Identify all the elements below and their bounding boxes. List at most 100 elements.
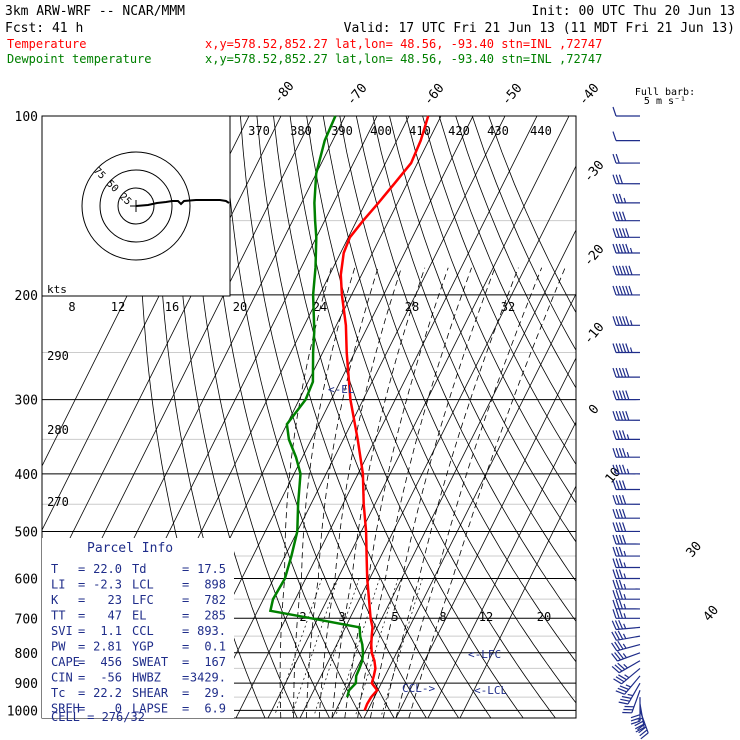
- model-title: 3km ARW-WRF -- NCAR/MMM: [5, 4, 185, 19]
- dry-adiabat: [355, 116, 576, 623]
- wind-barb: [618, 682, 641, 705]
- dry-adiabat: [256, 116, 459, 718]
- wind-barb: [612, 590, 641, 600]
- parcel-eq: =: [78, 655, 85, 669]
- parcel-eq: =: [78, 702, 85, 716]
- parcel-value: 0.1: [204, 640, 226, 654]
- moist-adiabat: [306, 267, 379, 718]
- theta-label: 440: [530, 124, 552, 138]
- pressure-label: 700: [15, 612, 38, 627]
- parcel-key: CIN: [51, 671, 73, 685]
- isotherm-line: [299, 165, 576, 718]
- wind-barb: [637, 710, 649, 740]
- wind-barb: [612, 448, 641, 458]
- isotherm-line: [459, 485, 576, 718]
- theta-label: 430: [487, 124, 509, 138]
- init-time: Init: 00 UTC Thu 20 Jun 13: [532, 4, 736, 19]
- wind-barb: [612, 265, 641, 276]
- moist-adiabat: [344, 267, 449, 718]
- wind-barb: [612, 495, 641, 505]
- pressure-label: 300: [15, 394, 38, 409]
- parcel-info-title: Parcel Info: [87, 541, 173, 556]
- parcel-eq: =: [182, 671, 189, 685]
- mixing-ratio-line: [381, 578, 423, 716]
- wind-barb: [612, 464, 641, 475]
- mixing-ratio-label: 32: [501, 300, 515, 314]
- parcel-eq: =: [182, 609, 189, 623]
- wind-barb: [612, 367, 641, 378]
- wind-barb: [612, 534, 641, 545]
- barb-key-line2: 5 m s⁻¹: [644, 96, 686, 107]
- theta-label: 380: [290, 124, 312, 138]
- parcel-key: K: [51, 593, 59, 607]
- wind-barb: [634, 703, 645, 733]
- mixing-ratio-line: [313, 578, 360, 716]
- wind-barb: [612, 343, 641, 354]
- legend-dewpoint: Dewpoint temperature: [7, 52, 152, 66]
- hodograph-units: kts: [47, 283, 67, 296]
- parcel-key: SHEAR: [132, 686, 169, 700]
- wind-barb: [612, 509, 641, 519]
- wind-barb: [612, 316, 641, 326]
- dewpoint-profile: [268, 115, 365, 698]
- isotherm-label: -60: [421, 81, 448, 109]
- parcel-value: 29.: [204, 686, 226, 700]
- dry-adiabat: [372, 116, 576, 583]
- dry-adiabat: [438, 116, 576, 427]
- theta-e-label: 290: [47, 349, 69, 363]
- theta-label: 410: [409, 124, 431, 138]
- wind-barb: [615, 675, 641, 695]
- parcel-eq: =: [78, 640, 85, 654]
- mixing-ratio-label: 16: [165, 300, 179, 314]
- hodograph-trace: [135, 199, 230, 207]
- wind-barb: [612, 546, 641, 557]
- wind-barb: [612, 390, 641, 401]
- parcel-value: 17.5: [197, 562, 226, 576]
- barb-key-line1: Full barb:: [635, 87, 695, 98]
- mixing-ratio-label-low: 12: [479, 610, 493, 624]
- wind-barbs: [611, 106, 649, 740]
- wind-barb: [612, 285, 641, 296]
- isotherm-label: -80: [271, 79, 298, 107]
- dry-adiabat: [389, 116, 576, 543]
- parcel-key: PW: [51, 640, 66, 654]
- wind-barb: [612, 480, 641, 491]
- parcel-value: 456: [100, 655, 122, 669]
- wind-barb: [612, 174, 641, 185]
- parcel-value: 782: [204, 593, 226, 607]
- isotherm-line: [363, 293, 576, 718]
- theta-label: 420: [448, 124, 470, 138]
- parcel-eq: =: [78, 686, 85, 700]
- parcel-key: Tc: [51, 686, 65, 700]
- theta-e-label: 280: [47, 423, 69, 437]
- pressure-label: 900: [15, 677, 38, 692]
- parcel-key: SVI: [51, 624, 73, 638]
- hodograph-ring: [117, 187, 155, 225]
- plot-frame: [41, 115, 577, 719]
- dry-adiabat: [289, 116, 524, 718]
- wind-barb: [611, 660, 641, 674]
- moist-adiabat: [357, 267, 472, 718]
- parcel-key: CAPE: [51, 655, 80, 669]
- hodograph-ring: [99, 169, 173, 243]
- wind-barb: [612, 599, 641, 610]
- parcel-key: CCL: [132, 624, 154, 638]
- theta-label: 400: [370, 124, 392, 138]
- pressure-label: 100: [15, 110, 38, 125]
- wind-barb: [612, 609, 641, 619]
- parcel-value: -2.3: [93, 578, 122, 592]
- parcel-eq: =: [182, 624, 189, 638]
- mixing-ratio-line: [274, 578, 323, 716]
- parcel-value: 1.1: [100, 624, 122, 638]
- dry-adiabat: [190, 116, 330, 718]
- parcel-key: SWEAT: [132, 655, 168, 669]
- dry-adiabat: [322, 116, 576, 704]
- parcel-value: 22.2: [93, 686, 122, 700]
- moist-adiabat: [382, 267, 519, 718]
- theta-e-label: 270: [47, 495, 69, 509]
- parcel-eq: =: [78, 609, 85, 623]
- isotherm-label: 0: [586, 402, 603, 418]
- mixing-ratio-label: 12: [111, 300, 125, 314]
- isotherm-line: [427, 421, 576, 718]
